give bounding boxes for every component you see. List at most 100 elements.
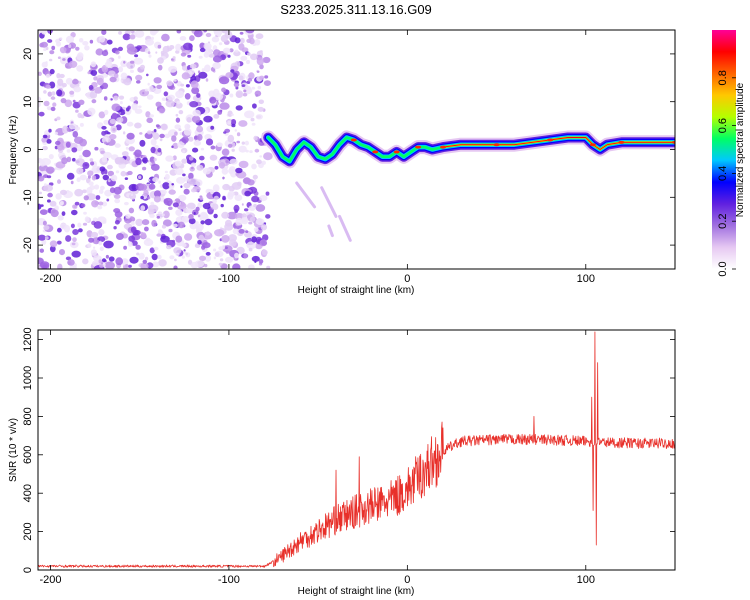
noise-speckle <box>50 106 56 112</box>
noise-speckle <box>61 157 68 165</box>
noise-speckle <box>182 42 193 51</box>
noise-speckle <box>229 48 234 53</box>
noise-speckle <box>97 205 103 210</box>
noise-speckle <box>84 216 90 223</box>
noise-speckle <box>205 251 211 256</box>
snr-y-tick-label: 200 <box>22 522 34 540</box>
noise-speckle <box>124 201 129 206</box>
noise-speckle <box>145 256 149 261</box>
noise-speckle <box>190 80 199 89</box>
noise-speckle <box>169 255 175 260</box>
noise-speckle <box>149 156 156 163</box>
noise-speckle <box>134 54 139 58</box>
noise-speckle <box>199 197 204 201</box>
noise-speckle <box>225 160 229 163</box>
faint-streak <box>327 224 334 238</box>
noise-speckle <box>189 101 199 108</box>
noise-speckle <box>95 195 101 200</box>
noise-speckle <box>139 132 143 135</box>
noise-speckle <box>165 155 174 162</box>
noise-speckle <box>38 111 45 117</box>
noise-speckle <box>228 234 237 242</box>
noise-speckle <box>175 235 183 243</box>
ridge-hotspot <box>493 143 500 147</box>
noise-speckle <box>233 204 240 212</box>
noise-speckle <box>171 145 174 149</box>
noise-speckle <box>199 47 206 53</box>
noise-speckle <box>140 231 144 235</box>
noise-speckle <box>205 138 214 146</box>
noise-speckle <box>254 90 262 97</box>
noise-speckle <box>184 93 191 100</box>
noise-speckle <box>103 119 109 125</box>
noise-speckle <box>73 204 78 209</box>
noise-speckle <box>208 208 213 212</box>
noise-speckle <box>111 112 118 119</box>
noise-speckle <box>211 36 220 43</box>
noise-speckle <box>173 265 178 269</box>
noise-speckle <box>192 147 199 153</box>
noise-speckle <box>72 229 79 235</box>
noise-speckle <box>151 253 158 261</box>
noise-speckle <box>178 128 182 132</box>
noise-speckle <box>254 148 260 153</box>
noise-speckle <box>134 108 143 114</box>
noise-speckle <box>149 114 154 118</box>
spectrogram-x-axis-label: Height of straight line (km) <box>298 285 415 296</box>
noise-speckle <box>146 130 153 135</box>
noise-speckle <box>153 77 162 84</box>
noise-speckle <box>218 162 226 169</box>
noise-speckle <box>72 99 76 103</box>
noise-speckle <box>125 264 129 268</box>
ridge-hotspot <box>372 150 379 154</box>
noise-speckle <box>234 252 239 259</box>
noise-speckle <box>200 220 205 225</box>
noise-speckle <box>103 240 114 249</box>
noise-speckle <box>129 34 136 40</box>
noise-speckle <box>265 191 270 196</box>
noise-speckle <box>263 80 271 86</box>
noise-speckle <box>165 99 175 108</box>
noise-speckle <box>79 122 84 127</box>
noise-speckle <box>258 99 264 105</box>
noise-speckle <box>96 77 104 86</box>
snr-frame <box>37 329 676 571</box>
snr-y-tick-label: 1200 <box>22 327 34 351</box>
noise-speckle <box>120 101 123 105</box>
noise-speckle <box>168 206 173 210</box>
snr-y-tick-label: 0 <box>22 567 34 573</box>
faint-streak <box>338 214 352 242</box>
noise-speckle <box>162 210 170 219</box>
noise-speckle <box>104 141 108 145</box>
noise-speckle <box>256 159 262 165</box>
noise-speckle <box>91 200 99 208</box>
noise-speckle <box>107 132 111 135</box>
noise-speckle <box>161 97 167 101</box>
noise-speckle <box>98 201 104 206</box>
noise-speckle <box>221 87 227 93</box>
noise-speckle <box>221 168 229 175</box>
noise-speckle <box>78 99 85 106</box>
noise-speckle <box>169 45 175 50</box>
spectrogram-x-tick-label: -100 <box>218 273 240 285</box>
noise-speckle <box>255 33 264 40</box>
noise-speckle <box>75 158 85 166</box>
noise-speckle <box>115 257 123 266</box>
snr-y-tick-label: 800 <box>22 407 34 425</box>
noise-speckle <box>187 54 192 58</box>
noise-speckle <box>159 133 165 139</box>
noise-speckle <box>195 225 200 229</box>
noise-speckle <box>131 240 138 246</box>
noise-speckle <box>172 155 177 161</box>
noise-speckle <box>259 75 265 81</box>
noise-speckle <box>94 146 99 151</box>
noise-speckle <box>74 201 80 206</box>
noise-speckle <box>130 221 135 226</box>
noise-speckle <box>136 252 140 256</box>
noise-speckle <box>156 215 160 219</box>
noise-speckle <box>185 252 188 256</box>
noise-speckle <box>249 216 256 222</box>
snr-x-tick-label: 0 <box>404 574 410 586</box>
noise-speckle <box>173 247 182 255</box>
noise-speckle <box>231 123 236 128</box>
